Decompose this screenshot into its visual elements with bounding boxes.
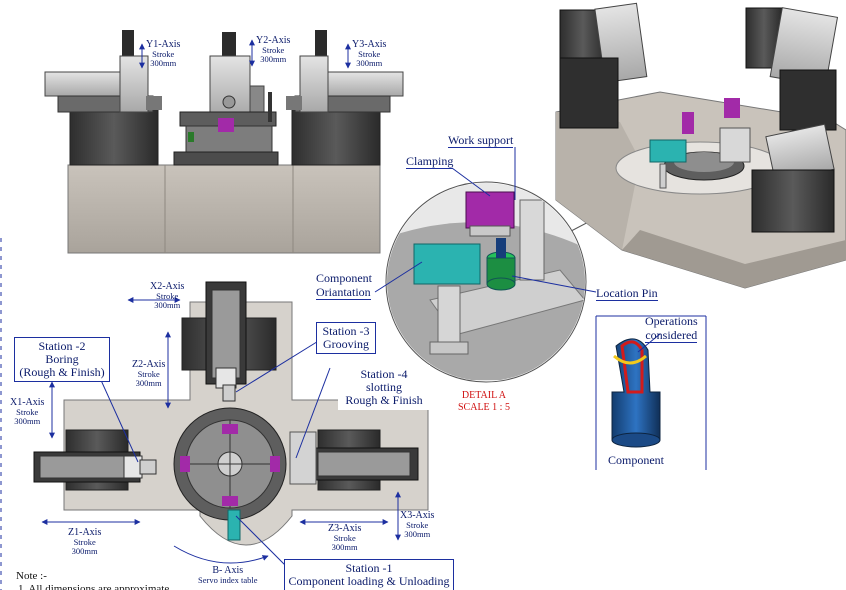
operations-line2: considered (645, 328, 698, 343)
x3-axis-len: 300mm (404, 529, 431, 539)
station-2-op: Boring (45, 352, 79, 366)
location-pin-text: Location Pin (596, 286, 658, 301)
z2-axis-label: Z2-Axis Stroke 300mm (132, 360, 165, 388)
plan-axis-arrows (41, 297, 401, 564)
station-4-op: slotting (365, 380, 402, 394)
z1-axis-stroke: Stroke (73, 537, 96, 547)
location-pin-label: Location Pin (596, 286, 658, 301)
y1-axis-len: 300mm (150, 58, 177, 68)
iso-view (555, 2, 846, 289)
detail-a-caption: DETAIL A SCALE 1 : 5 (458, 390, 510, 414)
component-panel (595, 315, 707, 470)
component-orientation-label: Component Oriantation (316, 271, 372, 300)
station-1-box: Station -1 Component loading & Unloading (284, 559, 454, 590)
detail-leaders (374, 147, 597, 293)
x2-axis-name: X2-Axis (150, 281, 185, 292)
clamping-text: Clamping (406, 154, 454, 169)
z1-axis-len: 300mm (71, 546, 98, 556)
component-caption-text: Component (608, 453, 664, 467)
plan-view (33, 281, 429, 546)
station-1-op: Component loading & Unloading (288, 574, 450, 588)
x3-axis-stroke: Stroke (406, 520, 429, 530)
component-orientation-line2: Oriantation (316, 285, 371, 300)
z1-axis-name: Z1-Axis (68, 527, 102, 538)
station-3-op: Grooving (323, 337, 369, 351)
x2-axis-label: X2-Axis Stroke 300mm (150, 282, 184, 310)
b-axis-name: B- Axis (212, 565, 244, 576)
y1-axis-stroke: Stroke (152, 49, 175, 59)
y2-axis-label: Y2-Axis Stroke 300mm (256, 36, 290, 64)
b-axis-label: B- Axis Servo index table (198, 566, 257, 585)
y3-axis-stroke: Stroke (358, 49, 381, 59)
work-support-label: Work support (448, 133, 514, 148)
z1-axis-label: Z1-Axis Stroke 300mm (68, 528, 101, 556)
x1-axis-label: X1-Axis Stroke 300mm (10, 398, 44, 426)
component-caption: Component (608, 454, 664, 466)
y1-axis-name: Y1-Axis (146, 39, 181, 50)
x1-axis-len: 300mm (14, 416, 41, 426)
detail-a-scale: SCALE 1 : 5 (458, 402, 510, 413)
x2-axis-stroke: Stroke (156, 291, 179, 301)
y3-axis-len: 300mm (356, 58, 383, 68)
b-axis-sub: Servo index table (198, 575, 258, 585)
x3-axis-label: X3-Axis Stroke 300mm (400, 511, 434, 539)
x2-axis-len: 300mm (154, 300, 181, 310)
component-orientation-line1: Component (316, 271, 372, 285)
top-axis-arrows (139, 39, 351, 69)
station-2-box: Station -2 Boring (Rough & Finish) (14, 337, 110, 382)
note-line-1: 1. All dimensions are approximate (18, 583, 170, 590)
station-1-title: Station -1 (345, 561, 393, 575)
detail-a (385, 181, 641, 383)
y3-axis-name: Y3-Axis (352, 39, 387, 50)
clamping-label: Clamping (406, 154, 454, 169)
z3-axis-len: 300mm (331, 542, 358, 552)
z2-axis-len: 300mm (135, 378, 162, 388)
front-view (44, 30, 404, 254)
work-support-text: Work support (448, 133, 514, 148)
station-2-detail: (Rough & Finish) (19, 365, 105, 379)
note-title: Note :- (16, 570, 47, 582)
station-4-detail: Rough & Finish (345, 393, 423, 407)
station-leaders (99, 339, 331, 567)
z3-axis-stroke: Stroke (333, 533, 356, 543)
y2-axis-name: Y2-Axis (256, 35, 291, 46)
x1-axis-stroke: Stroke (16, 407, 39, 417)
z3-axis-label: Z3-Axis Stroke 300mm (328, 524, 361, 552)
operations-line1: Operations (645, 314, 698, 328)
x1-axis-name: X1-Axis (10, 397, 45, 408)
z2-axis-stroke: Stroke (137, 369, 160, 379)
y2-axis-stroke: Stroke (262, 45, 285, 55)
y1-axis-label: Y1-Axis Stroke 300mm (146, 40, 180, 68)
station-3-box: Station -3 Grooving (316, 322, 376, 354)
station-4-title: Station -4 (360, 367, 408, 381)
station-3-title: Station -3 (322, 324, 370, 338)
z2-axis-name: Z2-Axis (132, 359, 166, 370)
y2-axis-len: 300mm (260, 54, 287, 64)
operations-considered-label: Operations considered (645, 314, 698, 343)
x3-axis-name: X3-Axis (400, 510, 435, 521)
station-4-box: Station -4 slotting Rough & Finish (338, 365, 430, 410)
detail-a-title: DETAIL A (461, 390, 507, 401)
y3-axis-label: Y3-Axis Stroke 300mm (352, 40, 386, 68)
station-2-title: Station -2 (38, 339, 86, 353)
z3-axis-name: Z3-Axis (328, 523, 362, 534)
